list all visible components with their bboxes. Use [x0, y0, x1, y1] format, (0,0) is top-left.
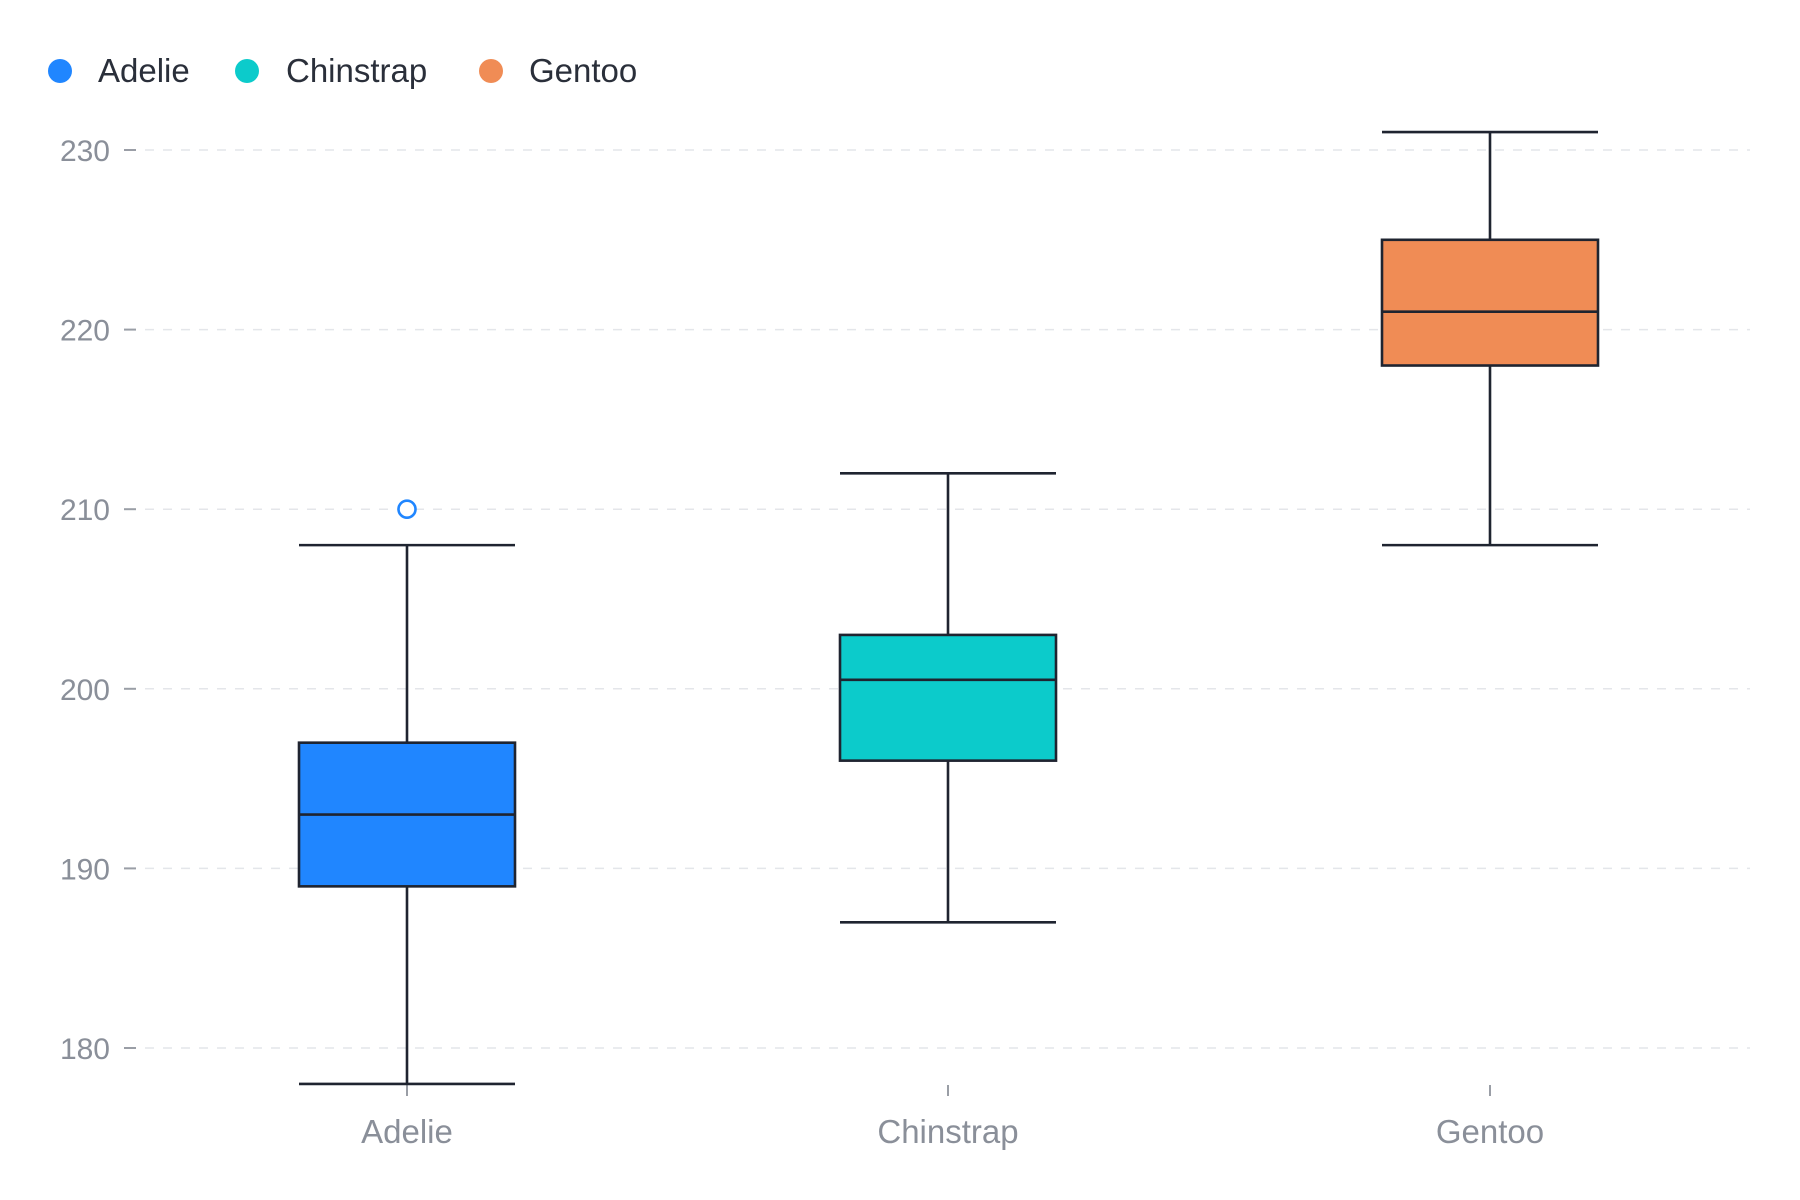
y-tick-label-180: 180: [60, 1033, 110, 1066]
x-tick-label-gentoo: Gentoo: [1436, 1113, 1544, 1150]
legend-label-chinstrap: Chinstrap: [286, 52, 427, 89]
y-tick-label-190: 190: [60, 853, 110, 886]
box-chinstrap: [838, 471, 1058, 924]
outlier-adelie-0: [397, 499, 417, 520]
legend: Adelie Chinstrap Gentoo: [48, 52, 637, 89]
box-gentoo: [1380, 130, 1600, 547]
iqr-box-chinstrap: [838, 633, 1058, 762]
y-tick-label-200: 200: [60, 674, 110, 707]
legend-item-chinstrap: Chinstrap: [235, 52, 427, 89]
box-adelie: [297, 499, 517, 1086]
x-tick-label-chinstrap: Chinstrap: [877, 1113, 1018, 1150]
legend-marker-chinstrap: [235, 59, 259, 83]
legend-label-gentoo: Gentoo: [529, 52, 637, 89]
legend-marker-gentoo: [479, 59, 503, 83]
legend-item-adelie: Adelie: [48, 52, 190, 89]
x-tick-label-adelie: Adelie: [361, 1113, 453, 1150]
boxes: [297, 130, 1600, 1086]
iqr-box-gentoo: [1380, 238, 1600, 367]
y-axis: 180 190 200 210 220 230: [60, 135, 136, 1066]
y-tick-label-210: 210: [60, 494, 110, 527]
y-tick-label-230: 230: [60, 135, 110, 168]
y-tick-label-220: 220: [60, 315, 110, 348]
legend-marker-adelie: [48, 59, 72, 83]
legend-item-gentoo: Gentoo: [479, 52, 637, 89]
legend-label-adelie: Adelie: [98, 52, 190, 89]
x-axis: Adelie Chinstrap Gentoo: [361, 1085, 1544, 1150]
